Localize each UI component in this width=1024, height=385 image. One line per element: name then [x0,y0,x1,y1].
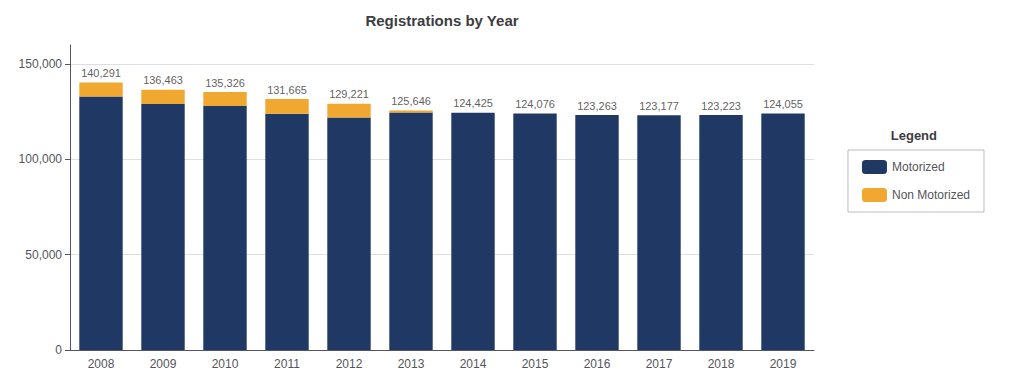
svg-text:2019: 2019 [770,357,797,371]
svg-text:2015: 2015 [522,357,549,371]
svg-text:0: 0 [55,343,62,357]
svg-text:100,000: 100,000 [19,152,63,166]
svg-text:131,665: 131,665 [267,84,307,96]
svg-text:123,177: 123,177 [639,100,679,112]
svg-text:124,425: 124,425 [453,97,493,109]
svg-text:2014: 2014 [460,357,487,371]
svg-text:2017: 2017 [646,357,673,371]
svg-text:Non Motorized: Non Motorized [892,188,970,202]
svg-text:124,055: 124,055 [763,98,803,110]
svg-text:129,221: 129,221 [329,88,369,100]
svg-text:125,646: 125,646 [391,95,431,107]
svg-text:Legend: Legend [891,128,937,143]
svg-text:2008: 2008 [88,357,115,371]
svg-text:2009: 2009 [150,357,177,371]
svg-text:2013: 2013 [398,357,425,371]
svg-text:123,223: 123,223 [701,100,741,112]
svg-text:2011: 2011 [274,357,300,371]
svg-text:123,263: 123,263 [577,100,617,112]
svg-text:2016: 2016 [584,357,611,371]
svg-text:2018: 2018 [708,357,735,371]
svg-text:150,000: 150,000 [19,57,63,71]
svg-text:2012: 2012 [336,357,363,371]
svg-text:124,076: 124,076 [515,98,555,110]
svg-text:136,463: 136,463 [143,74,183,86]
svg-text:140,291: 140,291 [81,67,121,79]
svg-text:2010: 2010 [212,357,239,371]
svg-text:Registrations by Year: Registrations by Year [365,12,518,29]
svg-text:50,000: 50,000 [25,248,62,262]
svg-text:135,326: 135,326 [205,77,245,89]
svg-text:Motorized: Motorized [892,160,945,174]
